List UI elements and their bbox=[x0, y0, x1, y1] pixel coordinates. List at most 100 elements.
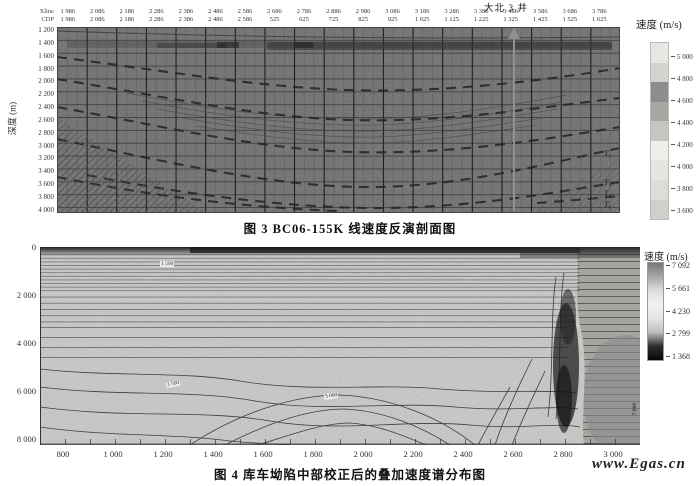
xline-tick: 2 286 bbox=[149, 8, 164, 15]
fig3-colorbar-tick: 4 800 bbox=[671, 75, 700, 83]
xline-tick: 3 086 bbox=[385, 8, 400, 15]
fig4-distance-tick: 1 000 bbox=[103, 449, 123, 459]
well-annotation-dabei3: 大北 3 井 bbox=[484, 4, 529, 14]
xline-tick: 1 986 bbox=[60, 8, 76, 15]
depth-tick: 3 600 bbox=[38, 180, 54, 189]
cdp-tick: 2 286 bbox=[149, 16, 164, 23]
fig4-velocity-spectrum-map bbox=[39, 247, 640, 446]
fig3-colorbar-segment bbox=[651, 82, 668, 102]
xline-tick: 3 786 bbox=[592, 8, 607, 15]
fig4-depth-axis-ticks: 0 2 000 4 000 6 000 8 000 bbox=[0, 243, 36, 444]
cdp-tick: 1 986 bbox=[60, 16, 76, 23]
xline-tick: 3 286 bbox=[444, 8, 459, 15]
cdp-tick: 925 bbox=[387, 16, 398, 23]
xline-tick: 3 386 bbox=[473, 8, 489, 15]
fig4-distance-tick: 2 000 bbox=[353, 449, 373, 459]
horizon-label-t4: T₄ bbox=[604, 178, 612, 187]
fig4-distance-tick: 3 000 bbox=[603, 449, 623, 459]
cdp-tick: 2 386 bbox=[178, 16, 194, 23]
fig4-colorbar-ticks: 7 092 5 661 4 230 2 799 1 368 bbox=[666, 261, 698, 361]
cdp-tick: 1 625 bbox=[592, 16, 607, 23]
depth-tick: 1 800 bbox=[38, 64, 54, 73]
cdp-tick: 1 525 bbox=[562, 16, 578, 23]
fig4-colorbar-tick: 2 799 bbox=[666, 329, 698, 338]
depth-tick: 3 800 bbox=[38, 192, 54, 201]
horizon-label-t5: T₅ bbox=[604, 189, 612, 198]
depth-tick: 4 000 bbox=[38, 205, 54, 214]
cdp-tick: 2 486 bbox=[208, 16, 223, 23]
fig4-colorbar bbox=[647, 262, 664, 361]
fig3-colorbar-title: 速度 (m/s) bbox=[636, 20, 682, 31]
cdp-tick: 2 086 bbox=[89, 16, 105, 23]
cdp-row-label: CDP bbox=[41, 16, 54, 23]
depth-tick: 1 600 bbox=[38, 51, 54, 60]
depth-tick: 3 400 bbox=[38, 167, 54, 176]
xline-tick: 3 186 bbox=[414, 8, 430, 15]
fig3-colorbar-segment bbox=[651, 160, 668, 180]
fig4-colorbar-tick: 5 661 bbox=[666, 284, 698, 293]
fig3-colorbar-segment bbox=[651, 140, 668, 161]
xline-tick: 2 686 bbox=[267, 8, 282, 15]
xline-tick: 2 886 bbox=[326, 8, 341, 15]
fig4-depth-tick: 0 bbox=[31, 242, 36, 252]
fig3-colorbar-tick: 3 800 bbox=[671, 185, 700, 193]
cdp-tick: 1 225 bbox=[473, 16, 489, 23]
xline-tick: 2 086 bbox=[89, 8, 105, 15]
fig3-colorbar-segment bbox=[651, 199, 668, 220]
fig4-distance-tick: 2 400 bbox=[453, 449, 473, 459]
cdp-tick: 1 125 bbox=[444, 16, 459, 23]
xline-row-label: Xline bbox=[39, 8, 54, 15]
cdp-tick: 625 bbox=[299, 16, 309, 23]
fig4-depth-tick: 4 000 bbox=[16, 338, 36, 348]
figure4-caption: 图 4 库车坳陷中部校正后的叠加速度谱分布图 bbox=[213, 468, 486, 482]
fig4-colorbar-tick: 4 230 bbox=[666, 307, 698, 316]
cdp-tick: 2 186 bbox=[119, 16, 135, 23]
fig4-depth-tick: 8 000 bbox=[16, 434, 36, 444]
fig4-colorbar-tick: 7 092 bbox=[666, 261, 698, 270]
depth-tick: 3 200 bbox=[38, 154, 54, 163]
fig3-colorbar-segment bbox=[651, 121, 668, 141]
depth-tick: 2 000 bbox=[38, 77, 54, 86]
fig4-distance-axis-ticks: 800 1 000 1 200 1 400 1 600 1 800 2 000 2 200 2 … bbox=[41, 449, 635, 459]
fig3-colorbar-segment bbox=[651, 179, 668, 200]
cdp-tick: 525 bbox=[269, 16, 280, 23]
fig3-colorbar-segment bbox=[651, 101, 668, 122]
depth-tick: 1 400 bbox=[38, 38, 54, 47]
cdp-tick: 1 425 bbox=[532, 16, 548, 23]
xline-tick: 2 986 bbox=[355, 8, 371, 15]
horizon-label-t3: T₃ bbox=[604, 149, 612, 158]
fig4-distance-tick: 2 600 bbox=[503, 449, 523, 459]
fig4-distance-tick: 2 800 bbox=[553, 449, 573, 459]
fig4-depth-tick: 6 000 bbox=[16, 386, 36, 396]
fig3-depth-axis-ticks: 1 200 1 400 1 600 1 800 2 000 2 200 2 400 2 600… bbox=[14, 26, 54, 214]
fig3-colorbar-tick: 3 600 bbox=[671, 207, 700, 215]
horizon-label-t6: T₆ bbox=[604, 200, 612, 209]
fig4-distance-tick: 1 800 bbox=[303, 449, 323, 459]
cdp-tick: 1 025 bbox=[414, 16, 430, 23]
xline-tick: 3 486 bbox=[503, 8, 519, 15]
depth-tick: 3 000 bbox=[38, 141, 54, 150]
xline-tick: 2 786 bbox=[296, 8, 312, 15]
website-watermark: www.Egas.cn bbox=[592, 456, 686, 472]
xline-tick: 3 586 bbox=[532, 8, 548, 15]
xline-tick: 2 386 bbox=[178, 8, 194, 15]
xline-tick: 3 686 bbox=[562, 8, 578, 15]
fig4-distance-tick: 2 200 bbox=[403, 449, 423, 459]
depth-tick: 1 200 bbox=[38, 26, 54, 34]
fig4-distance-tick: 1 600 bbox=[253, 449, 273, 459]
fig4-contour-image bbox=[39, 247, 640, 446]
fig3-colorbar-tick: 4 200 bbox=[671, 141, 700, 149]
fig4-colorbar-tick: 1 368 bbox=[666, 352, 698, 361]
cdp-tick: 825 bbox=[358, 16, 368, 23]
fig3-colorbar-tick: 5 000 bbox=[671, 53, 700, 61]
depth-tick: 2 400 bbox=[38, 103, 54, 112]
fig3-colorbar-tick: 4 000 bbox=[671, 163, 700, 171]
cdp-tick: 2 586 bbox=[237, 16, 253, 23]
fig4-distance-tick: 1 400 bbox=[203, 449, 223, 459]
fig4-distance-tick: 1 200 bbox=[153, 449, 173, 459]
xline-tick: 2 586 bbox=[237, 8, 253, 15]
fig4-colorbar-title: 速度 (m/s) bbox=[644, 252, 688, 263]
fig3-velocity-profile-plot bbox=[56, 27, 621, 213]
depth-tick: 2 600 bbox=[38, 115, 54, 124]
